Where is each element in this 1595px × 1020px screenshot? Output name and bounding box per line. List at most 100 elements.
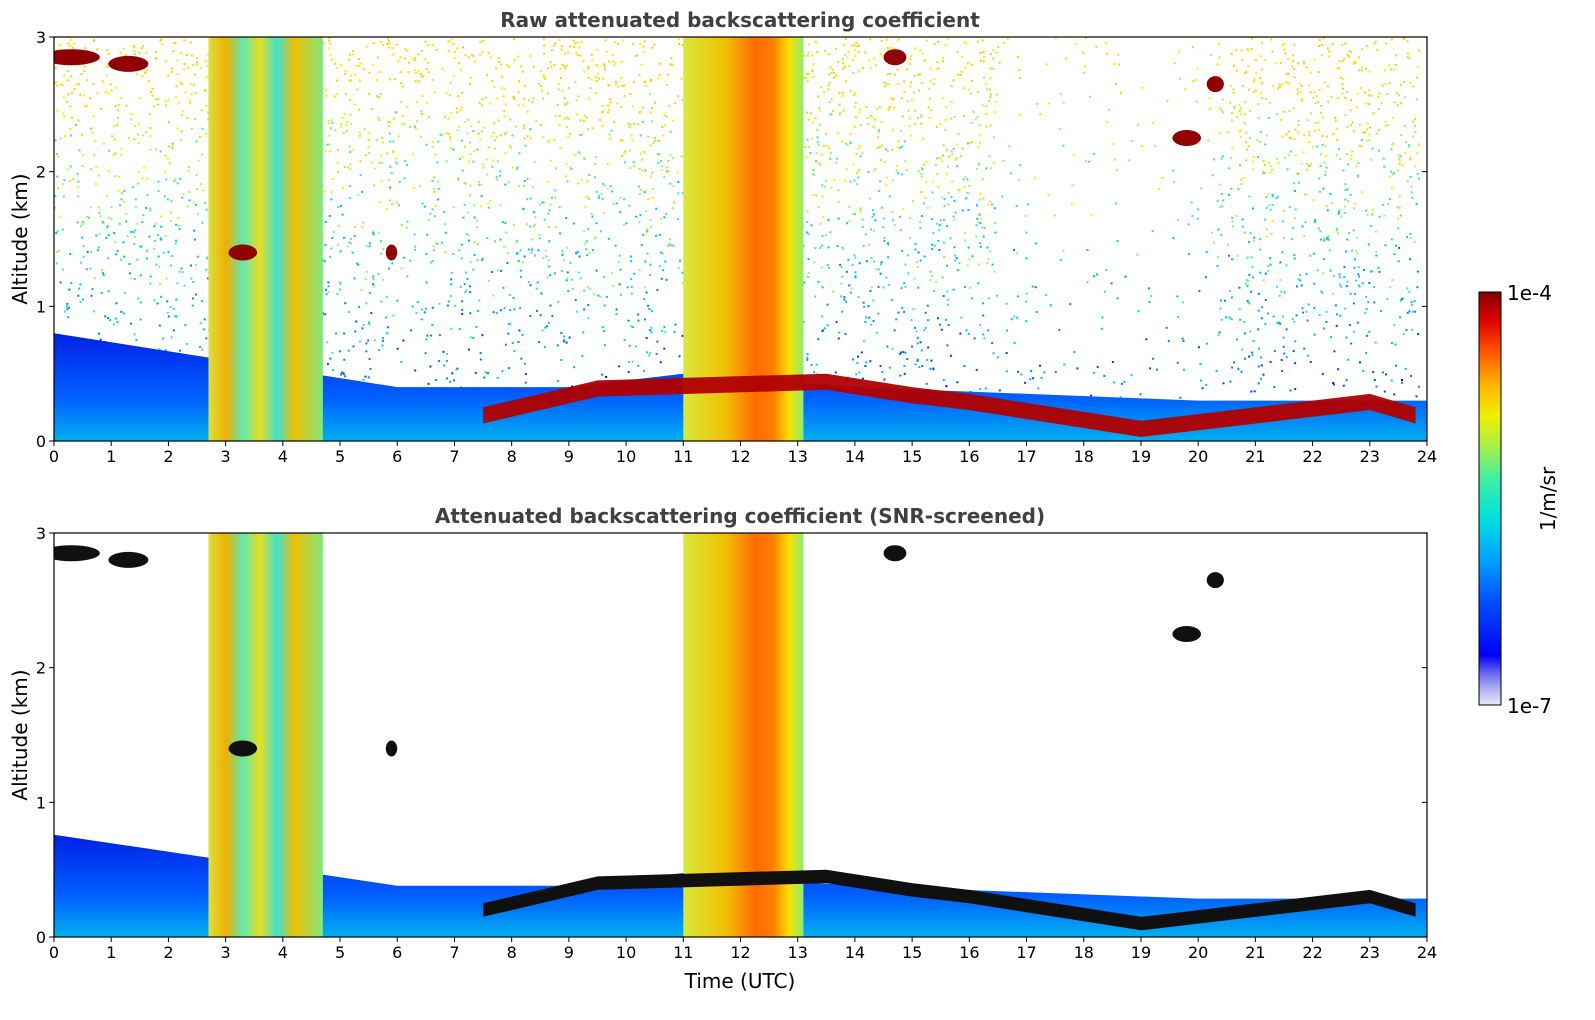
noise-speck xyxy=(481,334,484,337)
noise-speck xyxy=(930,275,933,277)
noise-speck xyxy=(880,206,883,209)
noise-speck xyxy=(604,39,607,42)
noise-speck xyxy=(591,215,594,218)
noise-speck xyxy=(846,143,849,146)
noise-speck xyxy=(632,43,635,46)
noise-speck xyxy=(660,277,663,280)
noise-speck xyxy=(1398,159,1401,162)
noise-speck xyxy=(814,40,817,43)
noise-speck xyxy=(387,37,390,40)
noise-speck xyxy=(1256,155,1259,158)
noise-speck xyxy=(448,135,451,138)
noise-speck xyxy=(837,189,840,192)
noise-speck xyxy=(1213,241,1216,244)
noise-speck xyxy=(327,281,330,284)
noise-speck xyxy=(521,261,524,264)
noise-speck xyxy=(587,228,589,231)
elevated-cloud xyxy=(54,545,100,562)
noise-speck xyxy=(928,117,931,120)
noise-speck xyxy=(978,163,981,166)
noise-speck xyxy=(581,354,584,357)
noise-speck xyxy=(140,47,143,50)
noise-speck xyxy=(481,256,484,259)
noise-speck xyxy=(1331,292,1334,295)
noise-speck xyxy=(114,317,117,320)
noise-speck xyxy=(620,76,623,79)
noise-speck xyxy=(1329,192,1332,195)
noise-speck xyxy=(1225,316,1228,319)
noise-speck xyxy=(1049,304,1052,307)
noise-speck xyxy=(495,312,498,315)
noise-speck xyxy=(982,104,985,107)
noise-speck xyxy=(518,185,521,188)
noise-speck xyxy=(815,160,817,163)
noise-speck xyxy=(484,96,487,99)
noise-speck xyxy=(386,295,388,298)
noise-speck xyxy=(437,140,440,143)
noise-speck xyxy=(77,294,80,297)
noise-speck xyxy=(479,41,482,44)
noise-speck xyxy=(1389,286,1392,289)
noise-speck xyxy=(58,215,61,218)
noise-speck xyxy=(517,55,519,58)
noise-speck xyxy=(858,145,861,148)
noise-speck xyxy=(567,86,570,89)
noise-speck xyxy=(116,250,119,252)
noise-speck xyxy=(146,194,149,197)
noise-speck xyxy=(1395,92,1398,95)
noise-speck xyxy=(1288,109,1291,112)
noise-speck xyxy=(337,224,340,227)
noise-speck xyxy=(644,84,647,87)
noise-speck xyxy=(1409,258,1412,261)
noise-speck xyxy=(982,76,985,79)
noise-speck xyxy=(171,145,173,148)
noise-speck xyxy=(1251,265,1254,268)
noise-speck xyxy=(433,215,436,218)
noise-speck xyxy=(997,46,1000,49)
noise-speck xyxy=(1119,396,1122,399)
noise-speck xyxy=(548,265,551,268)
noise-speck xyxy=(418,184,421,187)
noise-speck xyxy=(1002,160,1005,162)
noise-speck xyxy=(1105,42,1108,45)
noise-speck xyxy=(956,165,959,168)
noise-speck xyxy=(582,119,585,122)
noise-speck xyxy=(566,271,569,274)
noise-speck xyxy=(64,135,66,138)
noise-speck xyxy=(932,232,935,235)
noise-speck xyxy=(903,80,906,83)
noise-speck xyxy=(1182,368,1185,371)
noise-speck xyxy=(871,116,874,119)
noise-speck xyxy=(465,289,468,292)
noise-speck xyxy=(1365,307,1368,310)
x-tick-label: 5 xyxy=(335,943,345,962)
noise-speck xyxy=(493,122,496,125)
noise-speck xyxy=(1220,299,1222,302)
noise-speck xyxy=(464,54,467,57)
noise-speck xyxy=(326,363,329,366)
noise-speck xyxy=(917,251,920,254)
noise-speck xyxy=(1084,37,1087,39)
noise-speck xyxy=(1293,138,1296,141)
noise-speck xyxy=(910,99,913,102)
noise-speck xyxy=(651,46,654,49)
noise-speck xyxy=(585,196,588,198)
noise-speck xyxy=(1356,174,1359,177)
noise-speck xyxy=(902,115,904,118)
noise-speck xyxy=(83,221,86,224)
noise-speck xyxy=(1368,103,1371,106)
noise-speck xyxy=(436,243,439,245)
noise-speck xyxy=(1269,263,1272,266)
noise-speck xyxy=(1280,359,1283,361)
noise-speck xyxy=(205,105,208,108)
noise-speck xyxy=(1325,135,1328,138)
noise-speck xyxy=(1348,232,1351,235)
noise-speck xyxy=(1232,91,1235,94)
noise-speck xyxy=(910,81,913,84)
x-tick-label: 21 xyxy=(1245,943,1265,962)
noise-speck xyxy=(628,126,631,128)
noise-speck xyxy=(671,244,673,247)
noise-speck xyxy=(964,239,967,242)
noise-speck xyxy=(906,254,909,257)
noise-speck xyxy=(1366,140,1369,142)
